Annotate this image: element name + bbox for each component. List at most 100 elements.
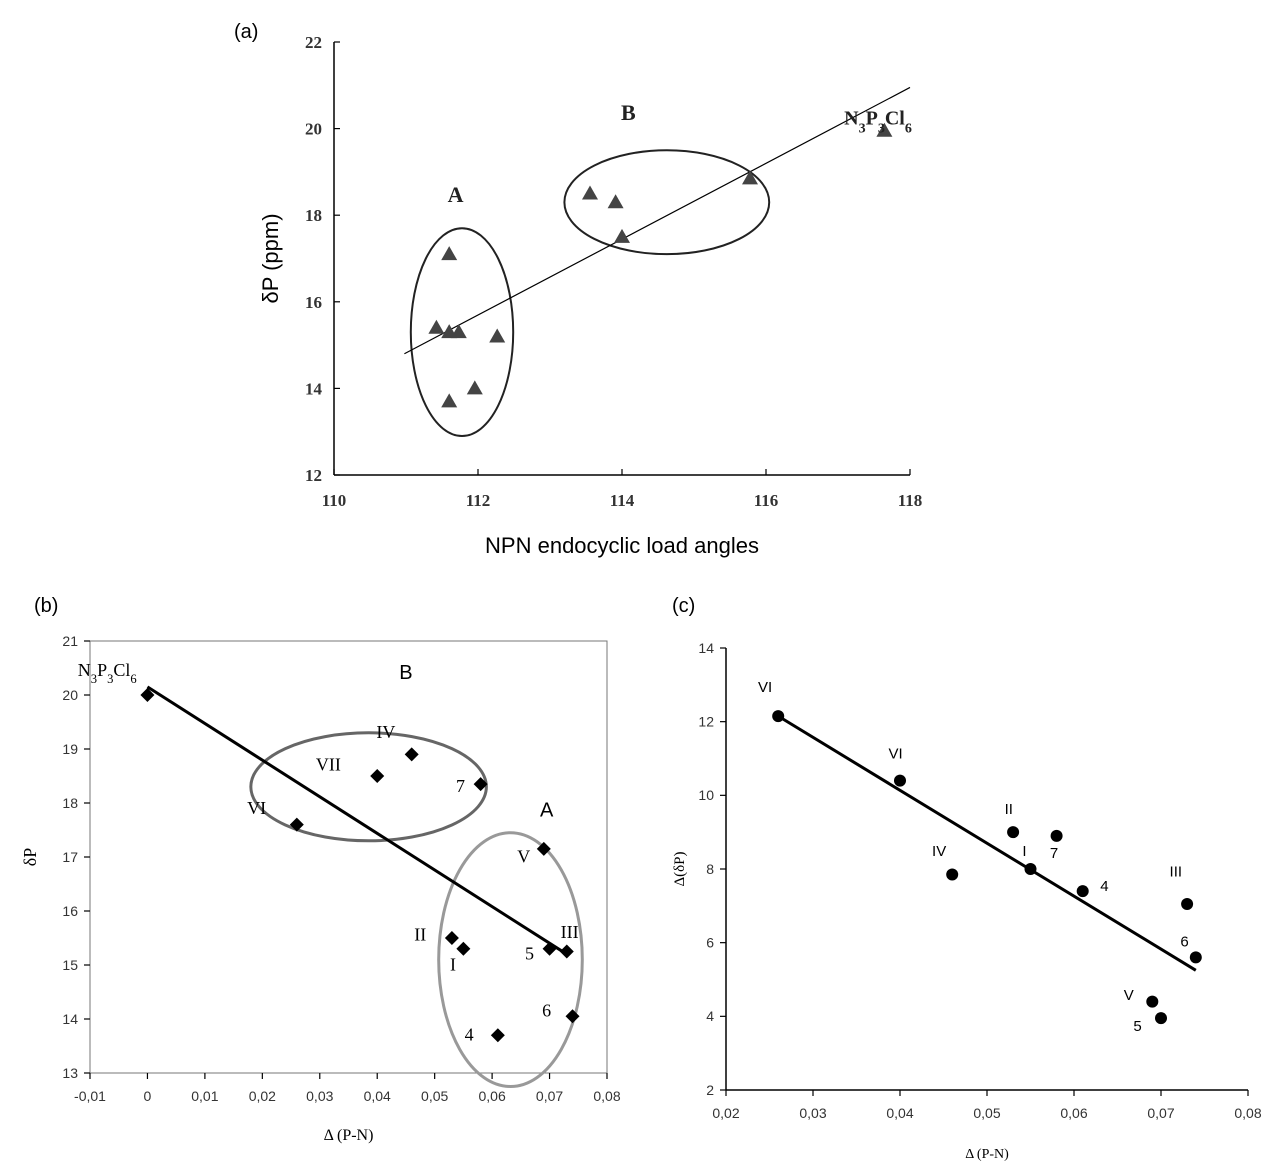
data-point bbox=[1155, 1012, 1167, 1025]
group-ellipse-a bbox=[409, 227, 515, 438]
y-tick-label: 16 bbox=[62, 903, 78, 919]
point-annotation: IV bbox=[376, 722, 395, 742]
point-annotation: N3P3Cl6 bbox=[844, 107, 912, 135]
data-point bbox=[370, 769, 385, 783]
data-point bbox=[559, 944, 574, 959]
y-tick-label: 13 bbox=[62, 1065, 78, 1081]
x-tick-label: 116 bbox=[754, 491, 779, 510]
y-tick-label: 16 bbox=[305, 293, 322, 312]
data-point bbox=[565, 1009, 580, 1024]
data-point bbox=[1181, 897, 1194, 910]
y-tick-label: 15 bbox=[62, 957, 78, 973]
point-annotation: I bbox=[450, 954, 456, 974]
data-point bbox=[542, 941, 557, 956]
data-point bbox=[289, 817, 304, 832]
point-annotation: 6 bbox=[1180, 933, 1188, 950]
data-point bbox=[489, 328, 506, 343]
x-tick-label: 0,04 bbox=[364, 1088, 391, 1104]
y-tick-label: 14 bbox=[698, 640, 714, 656]
data-point bbox=[456, 941, 471, 956]
point-annotation: VII bbox=[316, 755, 341, 775]
data-point bbox=[1024, 863, 1037, 875]
y-tick-label: 8 bbox=[706, 861, 714, 877]
point-annotation: 5 bbox=[525, 944, 534, 964]
x-tick-label: 0,01 bbox=[191, 1088, 218, 1104]
y-tick-label: 12 bbox=[305, 466, 322, 485]
x-tick-label: 0,05 bbox=[973, 1105, 1000, 1121]
data-point bbox=[772, 710, 785, 723]
y-axis-label: δP bbox=[20, 848, 40, 867]
y-axis-label: δP (ppm) bbox=[258, 213, 283, 303]
data-point bbox=[441, 393, 458, 408]
point-annotation: III bbox=[1170, 863, 1183, 880]
y-tick-label: 20 bbox=[62, 687, 78, 703]
panel-label-a: (a) bbox=[234, 21, 258, 43]
y-tick-label: 14 bbox=[305, 379, 323, 398]
y-tick-label: 2 bbox=[706, 1082, 714, 1098]
data-point bbox=[536, 841, 551, 856]
point-annotation: 7 bbox=[456, 776, 465, 796]
point-annotation: A bbox=[448, 182, 464, 207]
y-tick-label: 4 bbox=[706, 1008, 714, 1024]
point-annotation: IV bbox=[932, 843, 946, 860]
x-tick-label: 110 bbox=[322, 491, 347, 510]
data-point bbox=[466, 380, 483, 395]
point-annotation: 6 bbox=[542, 1000, 551, 1020]
fit-line bbox=[146, 685, 568, 956]
point-annotation: B bbox=[621, 100, 636, 125]
x-tick-label: 0,03 bbox=[306, 1088, 333, 1104]
x-tick-label: 0,06 bbox=[1060, 1105, 1087, 1121]
point-annotation: B bbox=[399, 662, 412, 684]
fit-line bbox=[777, 714, 1197, 972]
data-point bbox=[428, 319, 445, 334]
data-point bbox=[140, 688, 155, 702]
data-point bbox=[946, 868, 959, 881]
data-point bbox=[490, 1028, 505, 1043]
point-annotation: N3P3Cl6 bbox=[78, 660, 137, 686]
point-annotation: VI bbox=[758, 679, 772, 696]
data-point bbox=[441, 246, 458, 261]
data-point bbox=[1007, 826, 1020, 839]
panel-label-b: (b) bbox=[34, 595, 58, 617]
y-tick-label: 20 bbox=[305, 120, 322, 139]
x-tick-label: 0,05 bbox=[421, 1088, 448, 1104]
data-point bbox=[876, 122, 893, 137]
x-tick-label: 0,02 bbox=[249, 1088, 276, 1104]
x-tick-label: 0,02 bbox=[712, 1105, 739, 1121]
data-point bbox=[404, 747, 419, 762]
point-annotation: II bbox=[414, 925, 426, 945]
y-tick-label: 6 bbox=[706, 935, 714, 951]
point-annotation: A bbox=[540, 800, 554, 822]
y-tick-label: 14 bbox=[62, 1011, 78, 1027]
x-axis-label: Δ (P-N) bbox=[324, 1127, 374, 1144]
x-tick-label: 0,07 bbox=[1147, 1105, 1174, 1121]
data-point bbox=[450, 324, 467, 339]
data-point bbox=[742, 170, 758, 185]
data-point bbox=[444, 931, 459, 945]
data-point bbox=[1050, 829, 1063, 842]
point-annotation: VI bbox=[889, 746, 903, 763]
data-point bbox=[473, 777, 488, 792]
chart-a: 110 112 114 116 118 12 14 16 18 20 22 NPN endocycli… bbox=[258, 33, 922, 558]
x-tick-label: 0,06 bbox=[478, 1088, 505, 1104]
group-ellipse-b bbox=[563, 149, 771, 256]
group-ellipse-a bbox=[437, 831, 584, 1088]
x-tick-label: 0,03 bbox=[799, 1105, 826, 1121]
x-tick-label: 0,08 bbox=[593, 1088, 620, 1104]
x-tick-label: 0,08 bbox=[1234, 1105, 1261, 1121]
y-tick-label: 17 bbox=[62, 849, 78, 865]
data-point bbox=[614, 228, 630, 243]
point-annotation: 4 bbox=[1100, 878, 1108, 895]
x-tick-label: 0 bbox=[144, 1088, 152, 1104]
data-point bbox=[894, 774, 906, 787]
x-axis-label: Δ (P-N) bbox=[965, 1147, 1009, 1162]
chart-c: 0,02 0,03 0,04 0,05 0,06 0,07 0,08 2 4 6 8 10 12 14 Δ … bbox=[672, 640, 1262, 1162]
panel-label-c: (c) bbox=[672, 595, 695, 617]
x-tick-label: 0,07 bbox=[536, 1088, 563, 1104]
y-tick-label: 21 bbox=[62, 633, 78, 649]
data-point bbox=[582, 185, 598, 200]
x-tick-label: 114 bbox=[610, 491, 635, 510]
data-point bbox=[607, 194, 624, 209]
y-tick-label: 19 bbox=[62, 741, 78, 757]
